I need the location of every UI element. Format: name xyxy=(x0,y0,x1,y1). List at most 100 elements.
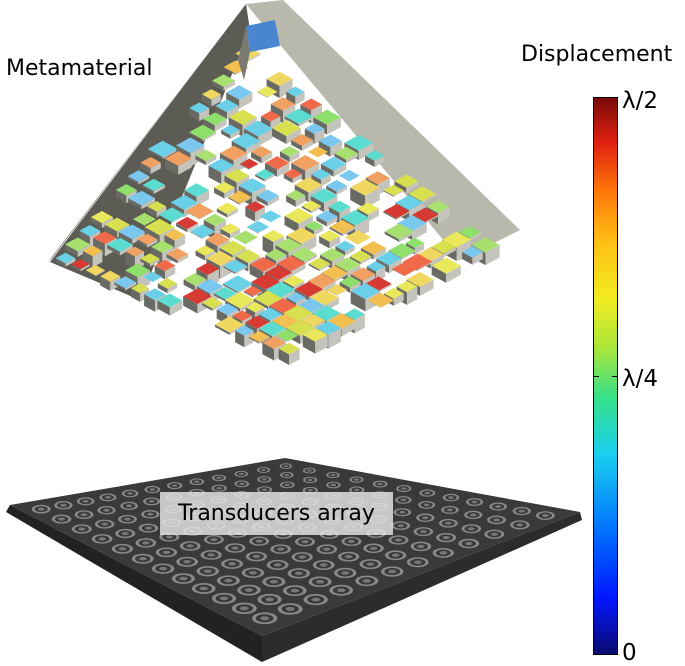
pixel-side xyxy=(201,94,212,107)
pixel-top xyxy=(315,320,341,335)
pixel-side xyxy=(383,190,394,197)
pixel-side xyxy=(221,129,231,139)
pixel-side xyxy=(107,244,120,256)
pixel-top xyxy=(278,342,300,355)
pixel-side xyxy=(374,155,385,168)
transducer-core xyxy=(149,488,156,491)
pixel-top xyxy=(360,241,386,255)
transducer-core xyxy=(82,499,89,503)
pixel-side xyxy=(132,231,146,245)
pixel-top xyxy=(125,263,151,278)
pixel-side xyxy=(286,195,296,207)
pixel-top xyxy=(301,314,326,327)
pixel-side xyxy=(377,177,390,196)
pixel-side xyxy=(142,276,153,283)
pixel-side xyxy=(147,239,158,248)
pixel-top xyxy=(266,71,293,87)
pixel-side xyxy=(291,140,303,151)
pixel-side xyxy=(119,244,133,256)
pixel-top xyxy=(93,231,117,245)
pixel-side xyxy=(255,206,266,222)
pixel-side xyxy=(301,205,312,213)
transducer-core xyxy=(424,491,431,495)
pixel-top xyxy=(131,283,150,294)
pixel-side xyxy=(187,222,199,233)
pixel-side xyxy=(147,148,163,159)
transducer-core xyxy=(366,562,375,566)
pixel-side xyxy=(261,151,273,164)
transducer-core xyxy=(103,508,110,512)
pixel-top xyxy=(221,124,240,136)
pixel-top xyxy=(189,102,210,114)
pixel-side xyxy=(144,294,155,312)
pixel-side xyxy=(311,205,321,213)
pixel-top xyxy=(310,188,338,204)
transducer-core xyxy=(347,539,355,543)
pixel-top xyxy=(154,259,176,272)
pixel-top xyxy=(251,273,280,290)
pixel-top xyxy=(216,202,238,215)
pixel-side xyxy=(334,272,348,282)
pixel-side xyxy=(189,107,200,122)
transducer-core xyxy=(147,512,154,516)
pixel-top xyxy=(231,132,261,149)
pixel-top xyxy=(243,286,262,296)
pixel-side xyxy=(367,300,381,308)
transducer-core xyxy=(239,482,245,485)
pixel-top xyxy=(366,261,386,272)
pixel-side xyxy=(437,206,450,225)
pixel-top xyxy=(328,200,351,213)
pixel-side xyxy=(341,320,356,337)
pixel-side xyxy=(262,235,274,256)
transducer-core xyxy=(78,527,86,531)
transducer-core xyxy=(442,535,450,540)
transducer-core xyxy=(255,539,263,543)
transducer-core xyxy=(470,513,477,517)
pixel-side xyxy=(246,140,261,155)
transducer-core xyxy=(422,516,429,520)
pixel-side xyxy=(227,208,238,218)
pixel-side xyxy=(128,198,142,210)
pixel-side xyxy=(319,236,330,249)
pixel-side xyxy=(425,214,439,224)
pixel-top xyxy=(408,186,436,202)
pixel-side xyxy=(396,211,410,220)
pixel-top xyxy=(144,288,166,301)
pixel-side xyxy=(247,53,261,62)
transducer-core xyxy=(362,579,371,583)
pixel-side xyxy=(199,211,214,220)
transducer-core xyxy=(37,507,45,511)
pixel-side xyxy=(224,187,235,199)
pixel-top xyxy=(71,259,90,270)
pixel-top xyxy=(248,330,270,343)
pixel-side xyxy=(412,223,427,241)
pixel-side xyxy=(249,264,264,282)
pixel-side xyxy=(237,283,253,294)
pixel-side xyxy=(190,231,203,239)
pixel-top xyxy=(291,247,317,262)
pixel-top xyxy=(321,265,348,280)
transducer-core xyxy=(179,576,188,581)
transducer-core xyxy=(394,538,402,542)
pixel-top xyxy=(220,223,240,234)
pixel-side xyxy=(199,107,210,122)
pixel-side xyxy=(302,334,316,354)
pixel-side xyxy=(328,327,341,349)
transducer-core xyxy=(301,540,309,544)
pixel-side xyxy=(279,151,290,163)
pixel-side xyxy=(216,208,228,218)
pixel-side xyxy=(337,289,347,296)
pixel-side xyxy=(315,334,328,354)
pixel-side xyxy=(394,181,407,193)
pixel-top xyxy=(313,109,341,125)
pixel-side xyxy=(214,118,227,132)
pixel-side xyxy=(215,105,228,120)
pixel-side xyxy=(164,234,175,250)
pixel-top xyxy=(308,257,331,270)
pixel-side xyxy=(100,276,111,291)
transducer-core xyxy=(162,550,171,555)
pixel-top xyxy=(279,146,300,157)
pixel-side xyxy=(118,231,133,245)
transducer-core xyxy=(446,508,454,512)
pixel-side xyxy=(257,91,268,98)
